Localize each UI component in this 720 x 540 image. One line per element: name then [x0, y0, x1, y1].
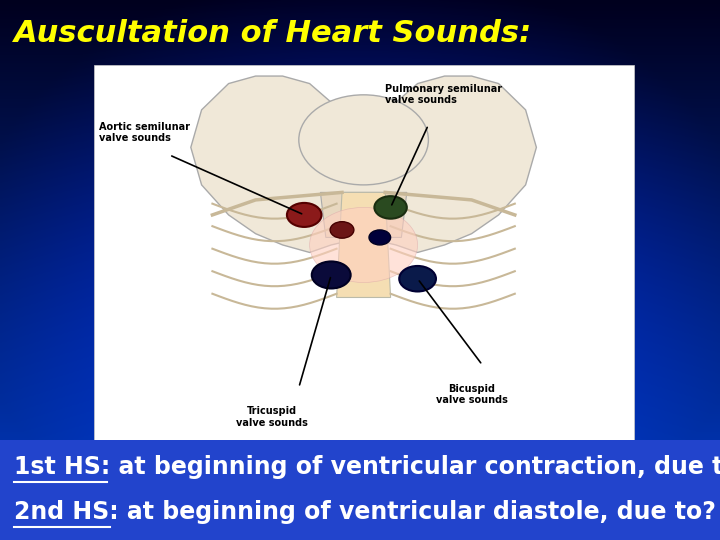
Text: Aortic semilunar
valve sounds: Aortic semilunar valve sounds: [99, 122, 190, 143]
Text: Tricuspid
valve sounds: Tricuspid valve sounds: [236, 406, 307, 428]
Polygon shape: [320, 192, 407, 238]
Circle shape: [374, 196, 407, 219]
Text: Auscultation of Heart Sounds:: Auscultation of Heart Sounds:: [14, 19, 533, 48]
FancyBboxPatch shape: [94, 65, 634, 440]
Polygon shape: [191, 76, 536, 253]
Circle shape: [299, 95, 428, 185]
Polygon shape: [337, 192, 391, 298]
Text: Pulmonary semilunar
valve sounds: Pulmonary semilunar valve sounds: [385, 84, 503, 105]
Circle shape: [287, 203, 322, 227]
Circle shape: [310, 207, 418, 282]
Circle shape: [399, 266, 436, 292]
Circle shape: [312, 261, 351, 288]
Text: 2nd HS: at beginning of ventricular diastole, due to?: 2nd HS: at beginning of ventricular dias…: [14, 500, 716, 524]
FancyBboxPatch shape: [0, 440, 720, 540]
Circle shape: [330, 222, 354, 238]
Text: 1st HS: at beginning of ventricular contraction, due to?: 1st HS: at beginning of ventricular cont…: [14, 455, 720, 479]
Text: Bicuspid
valve sounds: Bicuspid valve sounds: [436, 384, 508, 406]
Circle shape: [369, 230, 391, 245]
